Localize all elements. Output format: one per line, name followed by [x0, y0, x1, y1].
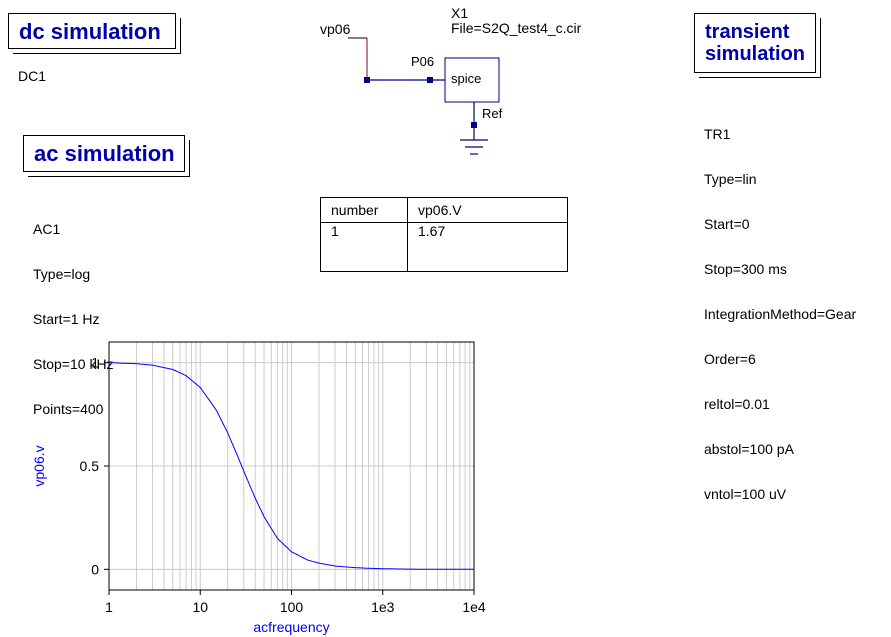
component-name: X1 [451, 5, 469, 21]
y-tick-label: 0.5 [80, 458, 100, 474]
ac-param: Type=log [33, 266, 91, 282]
series-line [108, 362, 474, 570]
x-tick-label: 100 [280, 599, 304, 615]
dc-simulation-name: DC1 [18, 68, 47, 84]
tr-param: Order=6 [704, 351, 756, 367]
spice-block-label: spice [451, 71, 482, 86]
tr-param: Stop=300 ms [704, 261, 787, 277]
wire-node [364, 77, 370, 83]
table-cell-number: 1 [320, 222, 408, 272]
dc-simulation-title: dc simulation [19, 19, 161, 44]
ac-simulation-title: ac simulation [34, 141, 175, 166]
transient-simulation-block[interactable]: transient simulation [694, 13, 816, 73]
spice-block[interactable] [444, 57, 500, 103]
component-file: File=S2Q_test4_c.cir [451, 20, 582, 36]
transient-title-line2: simulation [705, 43, 806, 65]
tr-param: abstol=100 pA [704, 441, 794, 457]
transient-title-line1: transient [705, 21, 790, 43]
ac-param: Stop=10 kHz [33, 356, 114, 372]
tr-param: reltol=0.01 [704, 396, 770, 412]
port-ref-node [471, 122, 477, 128]
ac-sim-name: AC1 [33, 221, 61, 237]
transient-simulation-params: TR1 Type=lin Start=0 Stop=300 ms Integra… [704, 97, 856, 517]
results-table[interactable]: number vp06.V 1 1.67 [320, 197, 568, 272]
schematic[interactable] [300, 0, 630, 170]
y-tick-label: 1 [91, 355, 99, 371]
port-ref-label: Ref [482, 106, 503, 121]
port-p06-node [427, 77, 433, 83]
y-tick-label: 0 [91, 561, 99, 577]
y-axis-label: vp06.v [31, 445, 47, 486]
ac-simulation-params: AC1 Type=log Start=1 Hz Stop=10 kHz Poin… [33, 192, 114, 432]
ground-icon [460, 139, 488, 155]
wire-label-vp06[interactable]: vp06 [320, 21, 351, 37]
dc-simulation-block[interactable]: dc simulation [8, 13, 176, 49]
x-tick-label: 1 [105, 599, 113, 615]
tr-param: Type=lin [704, 171, 757, 187]
tr-param: vntol=100 uV [704, 486, 787, 502]
table-header-number: number [320, 197, 408, 223]
tr-param: Start=0 [704, 216, 750, 232]
x-tick-label: 1e3 [371, 599, 395, 615]
tr-sim-name: TR1 [704, 126, 731, 142]
table-cell-value: 1.67 [407, 222, 568, 272]
x-tick-label: 1e4 [462, 599, 486, 615]
x-tick-label: 10 [192, 599, 208, 615]
ac-simulation-block[interactable]: ac simulation [23, 135, 185, 172]
port-p06-label: P06 [411, 54, 435, 69]
x-axis-label: acfrequency [253, 619, 329, 635]
ac-param: Start=1 Hz [33, 311, 100, 327]
table-header-vp06: vp06.V [407, 197, 568, 223]
ac-response-chart[interactable]: 1 10 100 1e3 1e4 0 0.5 1 acfrequency vp06.v [0, 330, 520, 637]
ac-param: Points=400 [33, 401, 104, 417]
tr-param: IntegrationMethod=Gear [704, 306, 857, 322]
